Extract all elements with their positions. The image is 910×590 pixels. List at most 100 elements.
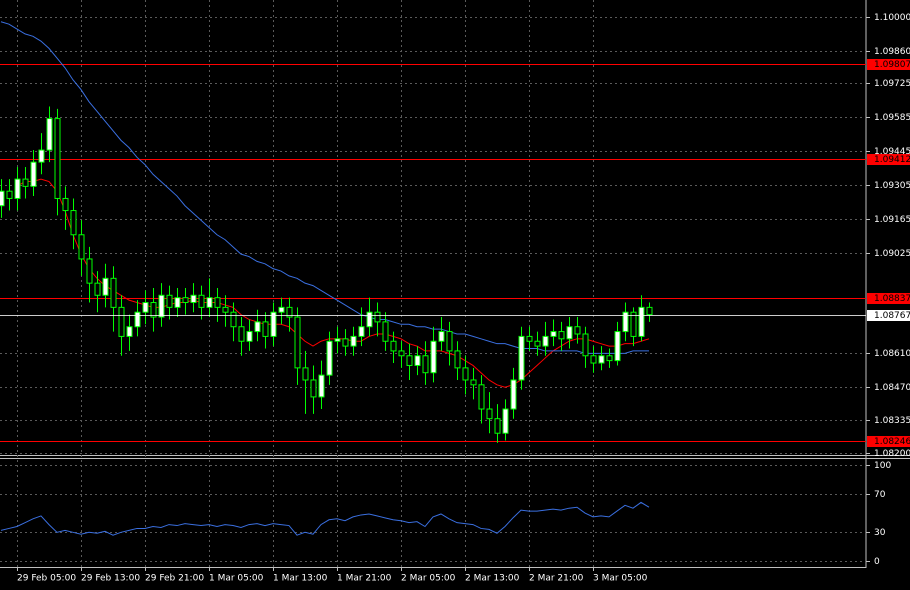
level-label: 1.08837: [874, 294, 910, 304]
candle-body: [438, 331, 445, 342]
candle-body: [278, 306, 285, 313]
candle-body: [158, 294, 165, 318]
candle-body: [86, 258, 93, 284]
candle-body: [622, 311, 629, 333]
candle-body: [126, 326, 133, 337]
x-tick-label: 2 Mar 13:00: [465, 574, 520, 584]
x-tick-label: 1 Mar 05:00: [209, 574, 264, 584]
x-tick-label: 3 Mar 05:00: [593, 574, 648, 584]
candle-body: [542, 335, 549, 347]
x-tick-label: 29 Feb 21:00: [145, 574, 204, 584]
y-tick-label: 1.10000: [874, 13, 910, 23]
candle-body: [118, 306, 125, 337]
x-tick-label: 1 Mar 21:00: [337, 574, 392, 584]
candle-body: [54, 118, 61, 199]
candle-body: [190, 294, 197, 304]
candle-body: [14, 178, 21, 199]
candle-body: [174, 297, 181, 308]
candle-body: [334, 338, 341, 342]
candle-body: [430, 340, 437, 374]
y-tick-label: 1.09165: [874, 215, 910, 225]
candle-body: [638, 306, 645, 337]
y-tick-label: 1.09860: [874, 47, 910, 57]
y-tick-label: 100: [874, 461, 891, 471]
candle-body: [6, 190, 13, 199]
candle-body: [310, 379, 317, 398]
candle-body: [422, 355, 429, 374]
x-tick-label: 2 Mar 05:00: [401, 574, 456, 584]
candle-body: [382, 321, 389, 342]
candle-body: [222, 306, 229, 313]
candle-body: [134, 311, 141, 328]
level-label: 1.08246: [874, 437, 910, 447]
candle-body: [454, 350, 461, 369]
level-label-bg: [867, 293, 910, 304]
candle-body: [598, 355, 605, 364]
candle-body: [30, 161, 37, 187]
candle-body: [302, 367, 309, 381]
candle-body: [582, 333, 589, 357]
candle-body: [630, 311, 637, 337]
candle-body: [62, 197, 69, 212]
candle-body: [526, 335, 533, 342]
y-tick-label: 30: [874, 528, 886, 538]
y-tick-label: 1.09445: [874, 147, 910, 157]
candle-body: [238, 326, 245, 342]
candle-body: [142, 302, 149, 313]
candle-body: [350, 335, 357, 347]
candle-body: [230, 311, 237, 328]
candle-body: [398, 350, 405, 357]
level-label: 1.09412: [874, 155, 910, 165]
candle-body: [102, 277, 109, 296]
candle-body: [566, 326, 573, 340]
candle-body: [470, 379, 477, 386]
candle-body: [78, 234, 85, 260]
candle-body: [414, 355, 421, 366]
candle-body: [46, 118, 53, 151]
candle-body: [318, 374, 325, 398]
candle-body: [198, 294, 205, 308]
candle-body: [558, 331, 565, 340]
y-tick-label: 1.09585: [874, 113, 910, 123]
candle-body: [366, 311, 373, 328]
indicator-line: [0, 501, 650, 536]
moving-average: [0, 21, 649, 354]
candle-body: [110, 277, 117, 308]
x-tick-label: 29 Feb 13:00: [81, 574, 140, 584]
current-price-label: 1.08767: [874, 311, 910, 321]
candle-body: [0, 190, 5, 207]
candle-body: [94, 282, 101, 296]
x-tick-label: 2 Mar 21:00: [529, 574, 584, 584]
y-tick-label: 1.08470: [874, 383, 910, 393]
candle-body: [270, 311, 277, 337]
candle-body: [150, 302, 157, 318]
candle-body: [406, 355, 413, 366]
level-label-bg: [867, 59, 910, 70]
candle-body: [182, 297, 189, 304]
y-tick-label: 1.09025: [874, 249, 910, 259]
candle-body: [502, 408, 509, 434]
candle-body: [534, 340, 541, 347]
candle-body: [390, 340, 397, 352]
candle-body: [214, 297, 221, 308]
candle-body: [590, 355, 597, 364]
candle-body: [646, 306, 653, 316]
candle-body: [206, 297, 213, 308]
y-tick-label: 1.09725: [874, 79, 910, 89]
candle-body: [574, 326, 581, 335]
candle-body: [342, 338, 349, 347]
candle-body: [518, 335, 525, 381]
candle-body: [294, 316, 301, 369]
y-tick-label: 0: [874, 557, 880, 567]
x-tick-label: 1 Mar 13:00: [273, 574, 328, 584]
candle-body: [478, 384, 485, 410]
candle-body: [246, 331, 253, 342]
candle-body: [486, 408, 493, 420]
y-tick-label: 1.08335: [874, 416, 910, 426]
x-tick-label: 29 Feb 05:00: [17, 574, 76, 584]
candle-body: [606, 355, 613, 362]
level-label-bg: [867, 154, 910, 165]
candle-body: [510, 379, 517, 410]
